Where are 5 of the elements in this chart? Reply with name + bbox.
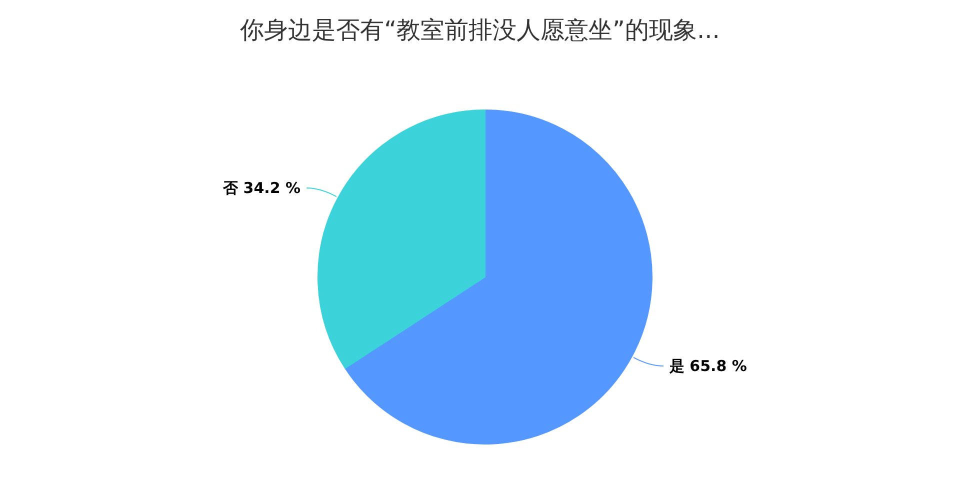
slice-label: 是 65.8 % [668,357,747,376]
chart-title: 你身边是否有“教室前排没人愿意坐”的现象... [239,15,721,46]
slice-label: 否 34.2 % [222,178,301,197]
pie-slice [318,110,486,369]
pie-slice [344,110,652,444]
